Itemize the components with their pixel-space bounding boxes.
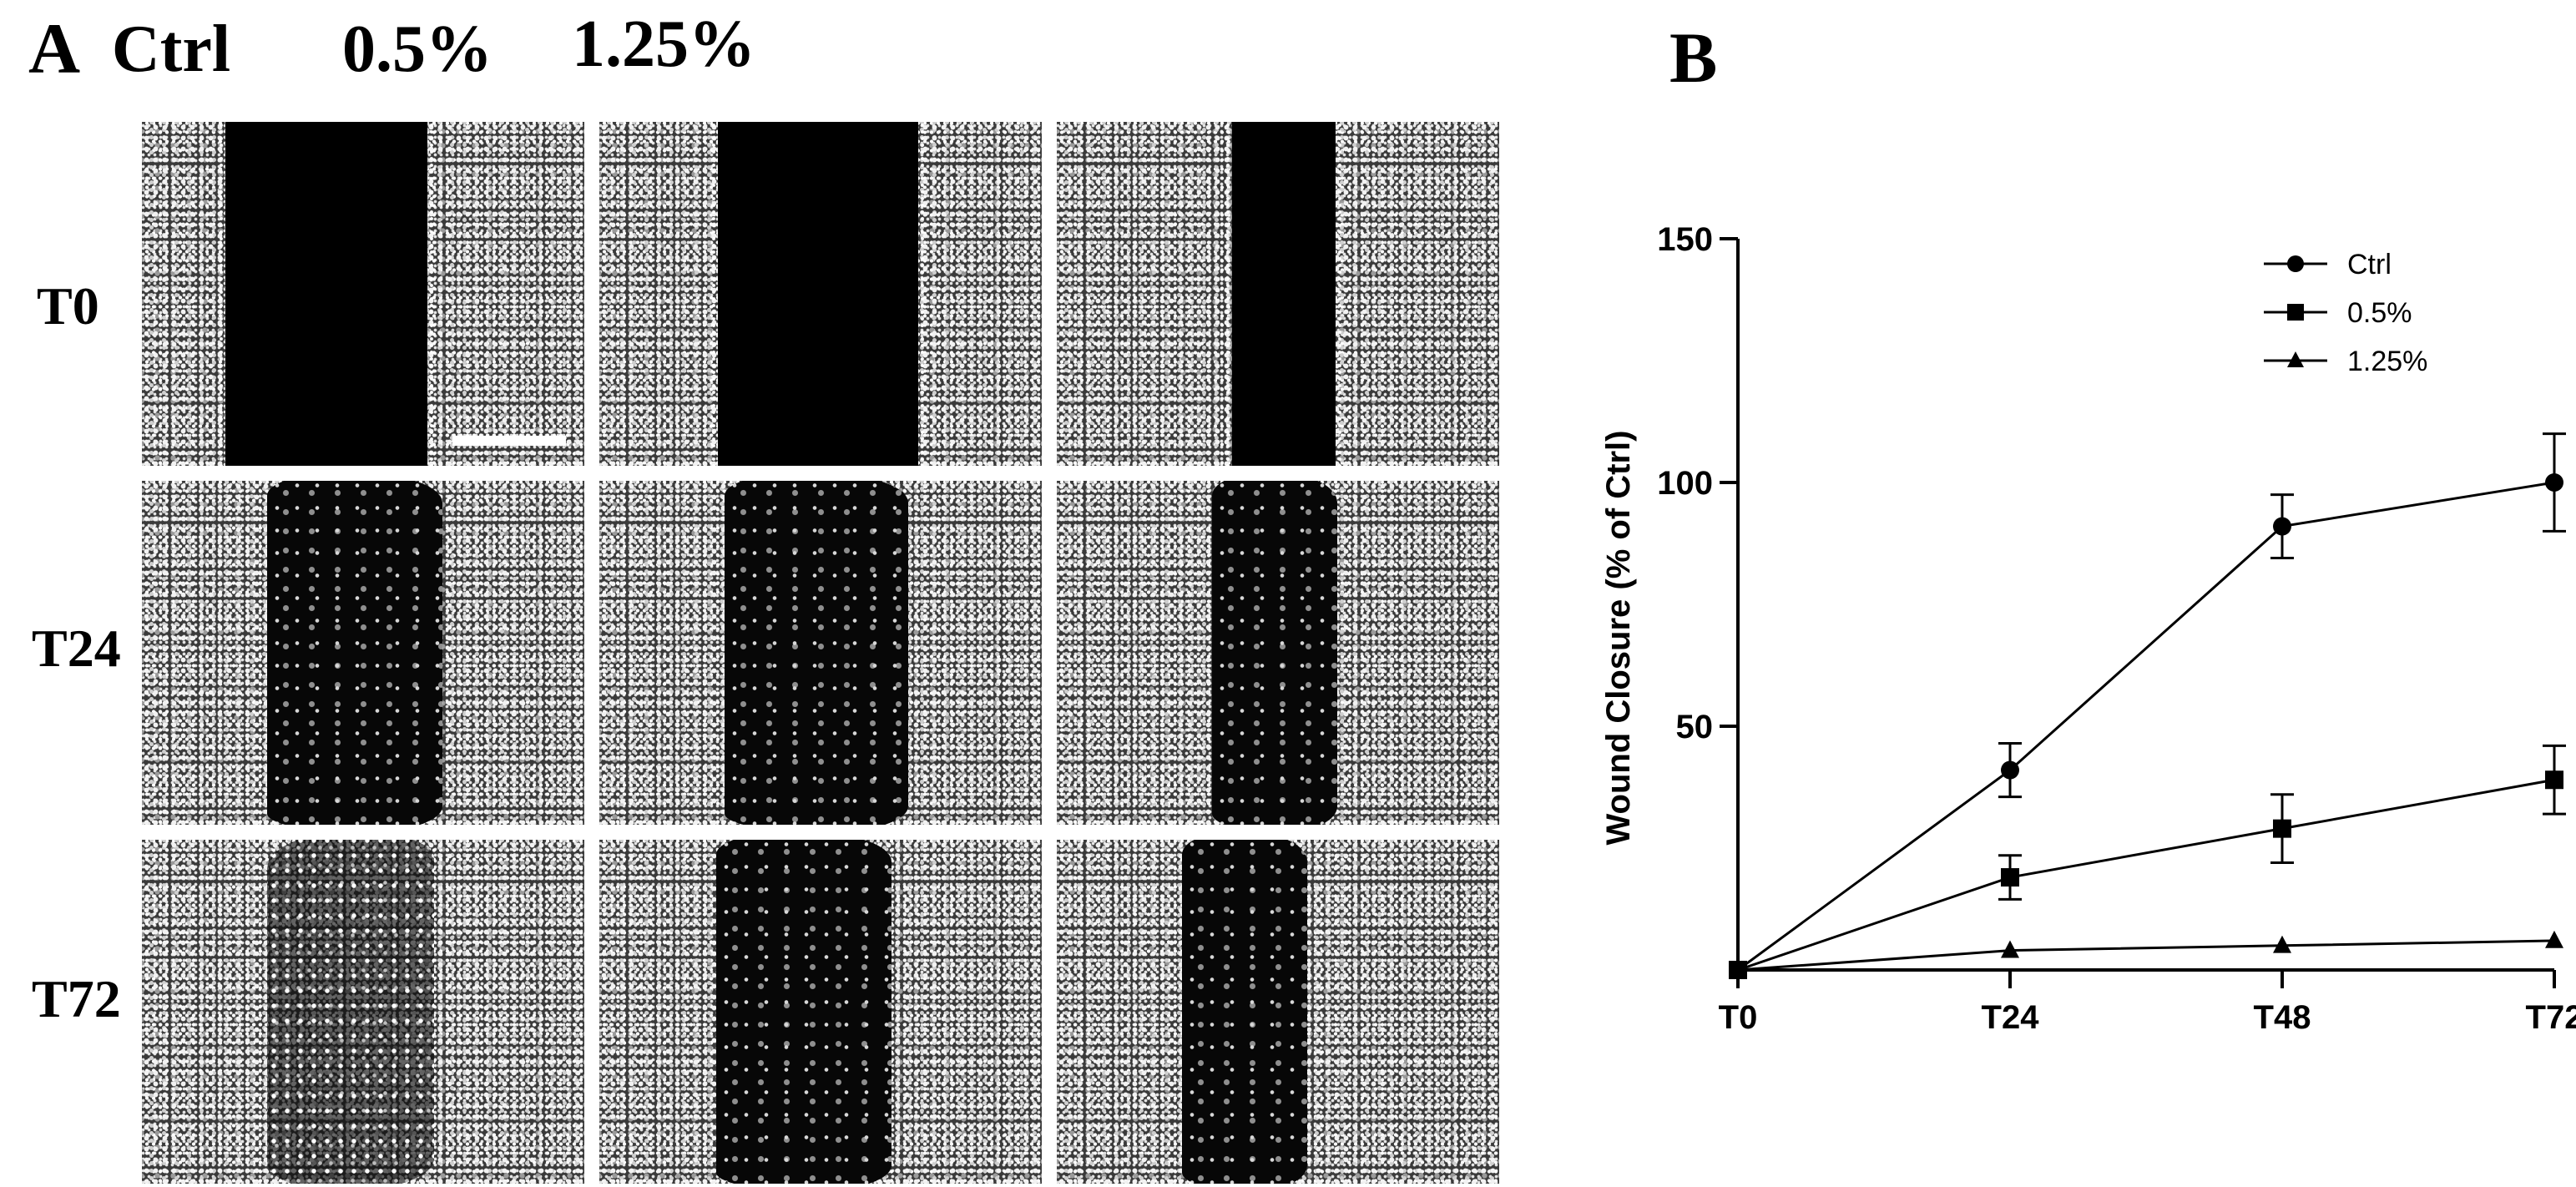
- legend-label: 1.25%: [2347, 346, 2427, 377]
- row-header-t24: T24: [32, 619, 121, 678]
- legend-label: 0.5%: [2347, 297, 2412, 329]
- panel-b-label: B: [1669, 18, 1717, 98]
- data-point: [2545, 930, 2563, 948]
- legend-marker: [2287, 351, 2304, 367]
- chart-plot-area: 50 100 150 T0 T24 T48 T72 Wound Closure (% of C…: [1600, 221, 2576, 1036]
- row-header-t0: T0: [37, 276, 99, 336]
- wound-gap: [718, 122, 918, 466]
- data-point: [2273, 819, 2291, 838]
- legend-marker: [2287, 255, 2304, 272]
- data-point: [2273, 935, 2291, 953]
- y-tick-label: 100: [1657, 465, 1713, 502]
- wound-gap: [1182, 840, 1307, 1184]
- column-header-1-25-percent: 1.25%: [572, 8, 755, 81]
- wound-gap: [716, 840, 891, 1184]
- micrograph-ctrl-t24: [142, 481, 584, 825]
- x-tick-label: T24: [1982, 999, 2040, 1036]
- column-header-ctrl: Ctrl: [111, 13, 231, 86]
- x-tick-label: T48: [2254, 999, 2311, 1036]
- wound-closure-chart: B 50 100 150 T0 T24 T48 T72 Wound Closure (% of…: [1600, 18, 2576, 1036]
- legend-label: Ctrl: [2347, 249, 2392, 280]
- x-tick-label: T72: [2526, 999, 2576, 1036]
- scale-bar: [452, 436, 566, 446]
- micrograph-1-25-percent-t24: [1057, 481, 1499, 825]
- row-header-t72: T72: [32, 969, 121, 1028]
- data-point: [1729, 959, 1747, 977]
- wound-gap: [267, 840, 434, 1184]
- micrograph-ctrl-t72: [142, 840, 584, 1184]
- micrograph-0-5-percent-t72: [599, 840, 1042, 1184]
- wound-gap: [1232, 122, 1336, 466]
- y-axis-label: Wound Closure (% of Ctrl): [1600, 431, 1637, 846]
- series-1-25-: [1729, 930, 2563, 977]
- panel-a-label: A: [28, 8, 81, 88]
- micrograph-0-5-percent-t0: [599, 122, 1042, 466]
- data-point: [2545, 770, 2563, 790]
- micrograph-0-5-percent-t24: [599, 481, 1042, 825]
- x-tick-label: T0: [1719, 999, 1758, 1036]
- micrograph-ctrl-t0: [142, 122, 584, 466]
- series-line: [1737, 939, 2555, 972]
- series-0-5-: [1729, 744, 2566, 979]
- data-point: [2545, 473, 2563, 492]
- column-header-0-5-percent: 0.5%: [342, 13, 492, 86]
- wound-gap: [225, 122, 427, 466]
- data-point: [2001, 868, 2019, 887]
- series-line: [1737, 778, 2555, 972]
- wound-gap: [267, 481, 442, 825]
- y-tick-label: 50: [1676, 709, 1714, 745]
- micrograph-1-25-percent-t0: [1057, 122, 1499, 466]
- legend-marker: [2287, 304, 2304, 321]
- wound-gap: [1212, 481, 1337, 825]
- y-tick-label: 150: [1657, 221, 1713, 258]
- data-point: [2273, 517, 2291, 536]
- series-line: [1737, 481, 2555, 972]
- data-point: [2001, 940, 2019, 958]
- data-point: [2001, 760, 2019, 780]
- wound-gap: [725, 481, 908, 825]
- series-ctrl: [1729, 432, 2566, 979]
- micrograph-1-25-percent-t72: [1057, 840, 1499, 1184]
